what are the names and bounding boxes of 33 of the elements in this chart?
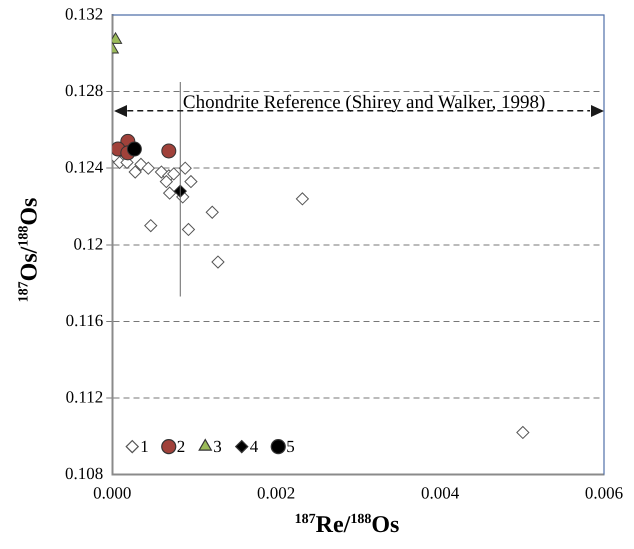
legend-label: 1: [140, 437, 149, 456]
point: [160, 175, 173, 188]
point: [296, 192, 309, 206]
point: [126, 142, 142, 157]
x-tick-label: 0.006: [584, 483, 624, 502]
legend-label: 5: [286, 437, 295, 456]
point: [161, 143, 176, 158]
point: [144, 219, 158, 232]
point: [516, 426, 530, 439]
ref-line-label: Chondrite Reference (Shirey and Walker, 1998): [182, 92, 546, 114]
point: [206, 206, 219, 219]
point: [211, 256, 224, 269]
point: [178, 162, 192, 175]
x-tick-label: 0.000: [93, 483, 132, 502]
point: [184, 175, 198, 188]
legend-label: 2: [176, 437, 186, 456]
y-tick-label: 0.112: [66, 387, 104, 406]
y-tick-label: 0.132: [65, 4, 104, 24]
legend-label: 4: [250, 437, 259, 456]
x-axis-title: $^{187}$Re/$^{188}$Os: [294, 512, 400, 539]
y-tick-label: 0.116: [66, 310, 104, 330]
y-tick-label: 0.12: [74, 234, 104, 254]
point: [142, 162, 155, 175]
y-tick-label: 0.124: [65, 158, 104, 177]
point: [167, 167, 180, 180]
y-tick-label: 0.128: [65, 81, 104, 100]
legend-label: 3: [213, 437, 222, 456]
point: [128, 166, 142, 179]
x-tick-label: 0.004: [420, 483, 460, 502]
point: [163, 186, 176, 200]
x-tick-label: 0.002: [257, 483, 296, 502]
point: [182, 222, 195, 236]
y-tick-label: 0.108: [65, 464, 104, 484]
